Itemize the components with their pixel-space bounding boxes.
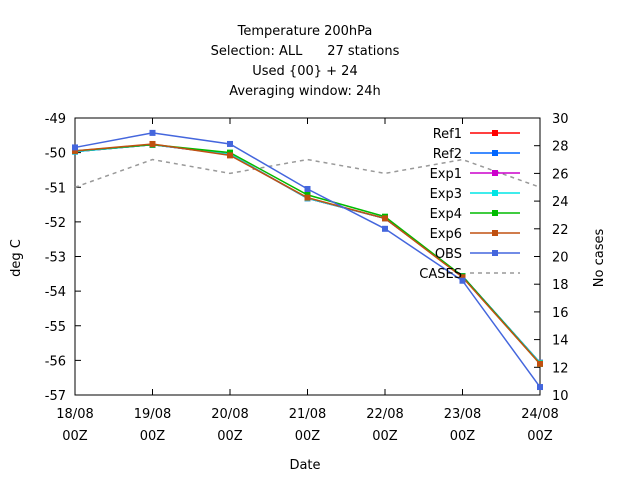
legend-marker	[492, 190, 498, 196]
cases-series	[74, 158, 541, 188]
title-line: Temperature 200hPa	[237, 24, 373, 39]
data-point	[149, 140, 156, 147]
x-tick-label-date: 21/08	[289, 407, 326, 422]
data-point	[304, 194, 311, 201]
y-tick-label: -54	[45, 285, 66, 300]
x-tick-label-hour: 00Z	[140, 429, 166, 444]
x-axis-ticks: 18/08 00Z 19/08 00Z 20/08 00Z 21/08 00Z 22/08 00Z…	[56, 118, 559, 444]
x-tick-label-hour: 00Z	[217, 429, 243, 444]
y2-axis-label: No cases	[592, 229, 607, 288]
y2-tick-label: 26	[552, 167, 569, 182]
legend-marker	[492, 210, 498, 216]
x-tick-label-hour: 00Z	[372, 429, 398, 444]
data-point	[304, 185, 311, 192]
legend-label: Exp6	[430, 227, 462, 242]
x-tick-label-date: 22/08	[366, 407, 403, 422]
legend-marker	[492, 130, 498, 136]
series-exp6	[72, 140, 543, 367]
x-tick-label-hour: 00Z	[527, 429, 553, 444]
y2-tick-label: 20	[552, 251, 569, 266]
legend-marker	[492, 230, 498, 236]
y2-tick-label: 18	[552, 278, 569, 293]
legend-label: CASES	[419, 267, 462, 282]
data-point	[382, 215, 388, 222]
chart-title: Temperature 200hPa Selection: ALL 27 stat…	[211, 24, 400, 99]
legend-marker	[492, 150, 498, 156]
data-point	[459, 274, 466, 281]
y-tick-label: -51	[45, 181, 66, 196]
x-tick-label-date: 24/08	[521, 407, 558, 422]
y-tick-label: -50	[45, 147, 66, 162]
y-axis-label: deg C	[9, 239, 24, 277]
series-obs	[72, 129, 543, 391]
title-line: Used {00} + 24	[252, 64, 357, 79]
plot-border	[74, 117, 541, 396]
x-axis-label: Date	[289, 458, 320, 473]
x-tick-label-date: 18/08	[56, 407, 93, 422]
x-tick-label-hour: 00Z	[450, 429, 476, 444]
legend-marker	[492, 170, 498, 176]
legend-label: Ref2	[433, 147, 462, 162]
data-point	[537, 360, 543, 367]
y2-axis-ticks: 30 28 26 24 22 20 18 16 14 12 10	[534, 112, 569, 404]
legend-label: Exp4	[430, 207, 462, 222]
series-line	[74, 143, 541, 365]
y-tick-label: -57	[45, 389, 66, 404]
legend-label: OBS	[435, 247, 462, 262]
y-tick-label: -49	[45, 112, 66, 127]
series-line	[74, 143, 541, 365]
title-line: Averaging window: 24h	[229, 84, 381, 99]
legend-label: Exp3	[430, 187, 462, 202]
y2-tick-label: 12	[552, 361, 569, 376]
y2-tick-label: 30	[552, 112, 569, 127]
x-tick-label-hour: 00Z	[295, 429, 321, 444]
y-tick-label: -56	[45, 354, 66, 369]
title-line: Selection: ALL 27 stations	[211, 44, 400, 59]
legend-label: Exp1	[430, 167, 462, 182]
y2-tick-label: 10	[552, 389, 569, 404]
cases-line	[74, 158, 541, 188]
data-point	[227, 152, 233, 159]
data-point	[149, 129, 156, 136]
plot-frame	[74, 117, 541, 396]
y2-tick-label: 28	[552, 140, 569, 155]
x-tick-label-date: 20/08	[211, 407, 248, 422]
data-point	[382, 225, 388, 232]
y-tick-label: -55	[45, 320, 66, 335]
data-point	[537, 384, 543, 391]
y-tick-label: -52	[45, 216, 66, 231]
data-point	[459, 277, 466, 284]
x-tick-label-date: 23/08	[444, 407, 481, 422]
data-point	[227, 140, 233, 147]
x-tick-label-date: 19/08	[134, 407, 171, 422]
y2-tick-label: 14	[552, 334, 569, 349]
y2-tick-label: 22	[552, 223, 569, 238]
legend: Ref1 Ref2 Exp1 Exp3 Exp4 Exp6 OBS CASES	[419, 127, 520, 282]
legend-label: Ref1	[433, 127, 462, 142]
data-point	[72, 147, 78, 154]
series-line	[74, 132, 541, 388]
data-point	[72, 144, 78, 151]
legend-marker	[492, 250, 498, 256]
y-tick-label: -53	[45, 251, 66, 266]
y2-tick-label: 24	[552, 195, 569, 210]
x-tick-label-hour: 00Z	[62, 429, 88, 444]
y-axis-ticks: -49 -50 -51 -52 -53 -54 -55 -56 -57	[45, 112, 81, 404]
y2-tick-label: 16	[552, 306, 569, 321]
data-series	[72, 129, 543, 391]
series-exp4	[72, 141, 543, 367]
